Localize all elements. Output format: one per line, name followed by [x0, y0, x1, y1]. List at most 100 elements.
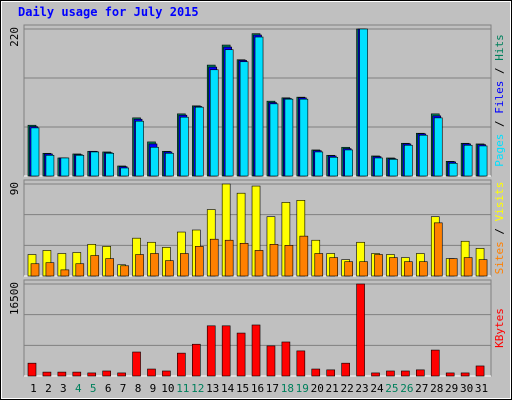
- bar: [254, 36, 264, 177]
- bar: [478, 145, 488, 177]
- x-tick-label: 6: [105, 382, 112, 395]
- legend: Pages / Files / Hits: [493, 34, 506, 167]
- bar: [266, 345, 276, 377]
- bar: [341, 362, 350, 377]
- bar: [284, 245, 294, 277]
- bar: [236, 332, 246, 377]
- x-tick-label: 20: [311, 382, 324, 395]
- bar: [284, 98, 294, 177]
- bar: [209, 69, 219, 177]
- bar: [386, 370, 395, 377]
- bar: [460, 372, 470, 377]
- bar: [45, 154, 55, 177]
- bar: [90, 151, 100, 177]
- x-tick-label: 24: [370, 382, 384, 395]
- bar: [433, 222, 443, 277]
- x-tick-label: 14: [221, 382, 235, 395]
- bar: [299, 235, 309, 277]
- x-tick-label: 13: [206, 382, 219, 395]
- bar: [281, 341, 291, 377]
- legend-separator: /: [493, 221, 506, 241]
- bar: [448, 163, 458, 177]
- legend-entry: Pages: [493, 134, 506, 167]
- bar: [224, 49, 234, 177]
- x-tick-label: 25: [385, 382, 398, 395]
- bar: [117, 372, 126, 377]
- legend-entry: KBytes: [493, 308, 506, 348]
- bar: [105, 152, 114, 177]
- bar: [30, 127, 40, 177]
- bar: [60, 269, 70, 277]
- chart-title: Daily usage for July 2015: [18, 5, 199, 19]
- bar: [389, 158, 398, 177]
- bar: [374, 254, 383, 277]
- bar: [445, 372, 455, 377]
- legend-entry: Hits: [493, 34, 506, 61]
- bar: [224, 239, 234, 277]
- bar: [57, 371, 67, 377]
- bar: [314, 253, 324, 277]
- bar: [463, 257, 473, 277]
- bar: [404, 144, 413, 177]
- bar: [239, 242, 249, 277]
- bar: [371, 372, 380, 377]
- bar: [344, 149, 353, 177]
- bar: [30, 263, 40, 277]
- bar: [269, 244, 279, 277]
- bar: [194, 246, 204, 277]
- bar: [147, 368, 156, 377]
- bar: [478, 259, 488, 277]
- bar: [180, 116, 189, 177]
- x-tick-label: 15: [236, 382, 249, 395]
- x-tick-label: 27: [415, 382, 428, 395]
- y-tick-label: 220: [8, 27, 21, 47]
- bar: [120, 265, 129, 277]
- x-tick-label: 8: [135, 382, 142, 395]
- bar: [180, 253, 189, 277]
- x-tick-label: 1: [30, 382, 37, 395]
- x-tick-label: 5: [90, 382, 97, 395]
- legend-entry: Sites: [493, 241, 506, 274]
- bar: [206, 325, 216, 377]
- x-tick-label: 12: [191, 382, 204, 395]
- bar: [389, 257, 398, 277]
- bar: [326, 369, 336, 377]
- bar: [356, 283, 365, 377]
- bar: [162, 370, 171, 377]
- bar: [329, 257, 339, 277]
- bar: [105, 258, 114, 277]
- bar: [165, 260, 174, 277]
- x-tick-label: 7: [120, 382, 127, 395]
- bar: [374, 157, 383, 177]
- bar: [448, 258, 458, 277]
- legend-entry: Files: [493, 81, 506, 114]
- bar: [209, 238, 219, 277]
- bar: [359, 261, 368, 277]
- bar: [221, 325, 231, 377]
- bar: [177, 352, 186, 377]
- bar: [150, 253, 159, 277]
- x-tick-label: 10: [161, 382, 174, 395]
- x-tick-label: 22: [340, 382, 353, 395]
- x-tick-label: 11: [176, 382, 189, 395]
- bar: [191, 343, 201, 377]
- bar: [45, 262, 55, 277]
- bar: [239, 61, 249, 177]
- x-tick-label: 16: [251, 382, 264, 395]
- bar: [299, 98, 309, 177]
- bar: [75, 263, 85, 277]
- x-tick-label: 21: [326, 382, 339, 395]
- bar: [311, 368, 321, 377]
- bar: [329, 156, 339, 177]
- legend-entry: Visits: [493, 182, 506, 222]
- x-tick-label: 30: [460, 382, 473, 395]
- x-tick-label: 4: [75, 382, 82, 395]
- bar: [120, 167, 129, 177]
- bar: [401, 370, 410, 377]
- bar: [404, 261, 413, 277]
- bar: [433, 117, 443, 177]
- bar: [251, 324, 261, 377]
- bar: [254, 250, 264, 277]
- bar: [314, 151, 324, 177]
